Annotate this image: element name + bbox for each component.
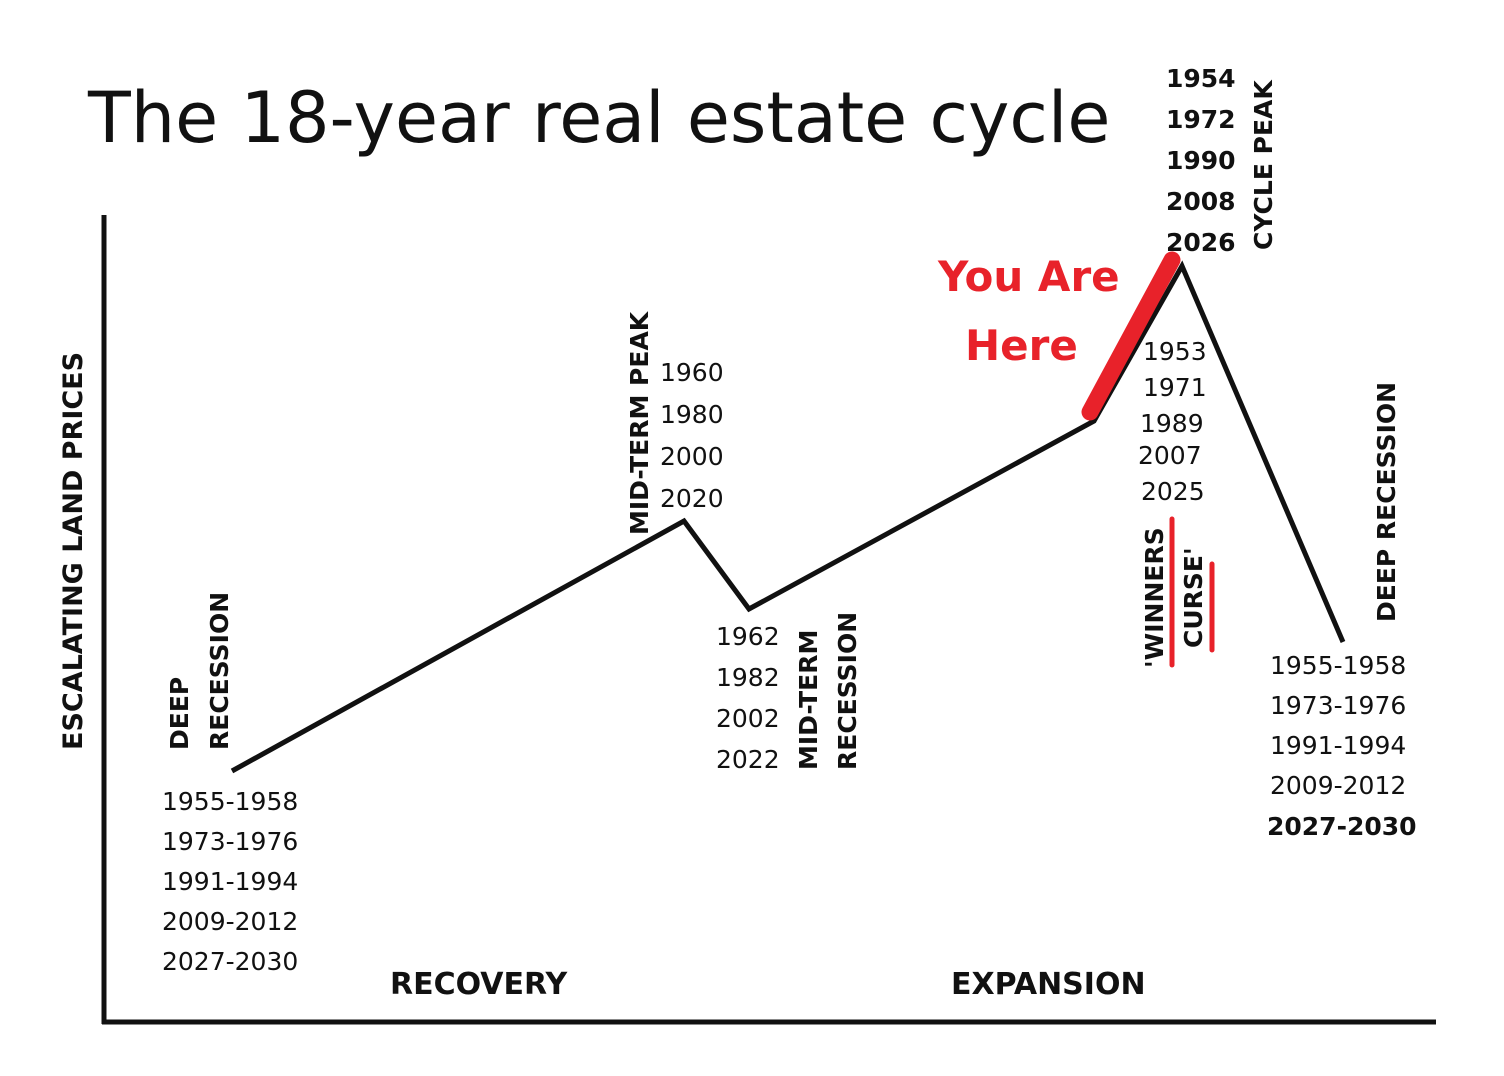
year-label: 1991-1994 [1270, 731, 1406, 760]
year-label: 2000 [660, 442, 724, 471]
year-label: 1953 [1143, 337, 1207, 366]
year-label: 2025 [1141, 477, 1205, 506]
mid-term-peak-years: 1960 1980 2000 2020 [660, 358, 724, 513]
cycle-peak-years: 1954 1972 1990 2008 2026 [1166, 64, 1236, 257]
deep-recession-end-years: 1955-1958 1973-1976 1991-1994 2009-2012 … [1267, 651, 1417, 841]
cycle-line [230, 260, 1346, 774]
year-label: 1989 [1140, 409, 1204, 438]
year-label: 2007 [1138, 441, 1202, 470]
you-are-here-line2: Here [965, 321, 1078, 370]
phase-recovery: RECOVERY [390, 967, 568, 1002]
year-label: 2026 [1166, 228, 1236, 257]
mid-term-peak-label: MID-TERM PEAK [625, 310, 654, 535]
deep-recession-end-label: DEEP RECESSION [1372, 382, 1401, 622]
cycle-peak-label: CYCLE PEAK [1249, 79, 1278, 250]
mid-term-recession-label-2: RECESSION [833, 612, 862, 770]
mid-term-recession-years: 1962 1982 2002 2022 [716, 622, 780, 774]
you-are-here-line1: You Are [937, 252, 1120, 301]
phase-expansion: EXPANSION [951, 967, 1146, 1002]
page-title: The 18-year real estate cycle [87, 77, 1110, 159]
year-label: 1982 [716, 663, 780, 692]
year-label: 1962 [716, 622, 780, 651]
year-label: 2020 [660, 484, 724, 513]
year-label: 1990 [1166, 146, 1236, 175]
year-label: 2008 [1166, 187, 1236, 216]
year-label: 1955-1958 [162, 787, 298, 816]
winners-curse-label-2: CURSE' [1179, 547, 1208, 648]
year-label: 1991-1994 [162, 867, 298, 896]
year-label: 1955-1958 [1270, 651, 1406, 680]
you-are-here-highlight [1081, 251, 1181, 421]
year-label: 1971 [1143, 373, 1207, 402]
y-axis-label: ESCALATING LAND PRICES [58, 352, 89, 750]
deep-recession-start-years: 1955-1958 1973-1976 1991-1994 2009-2012 … [162, 787, 298, 976]
mid-term-recession-label-1: MID-TERM [794, 630, 823, 770]
year-label: 1972 [1166, 105, 1236, 134]
winners-curse-years: 1953 1971 1989 2007 2025 [1138, 337, 1207, 506]
year-label: 1980 [660, 400, 724, 429]
year-label: 2022 [716, 745, 780, 774]
year-label: 1973-1976 [1270, 691, 1406, 720]
deep-recession-label-1: DEEP [165, 677, 194, 750]
year-label: 2027-2030 [1267, 812, 1417, 841]
year-label: 2009-2012 [1270, 771, 1406, 800]
deep-recession-label-2: RECESSION [205, 592, 234, 750]
year-label: 1973-1976 [162, 827, 298, 856]
winners-curse-label-1: 'WINNERS [1140, 527, 1169, 668]
year-label: 2009-2012 [162, 907, 298, 936]
year-label: 1954 [1166, 64, 1236, 93]
year-label: 2002 [716, 704, 780, 733]
year-label: 1960 [660, 358, 724, 387]
year-label: 2027-2030 [162, 947, 298, 976]
